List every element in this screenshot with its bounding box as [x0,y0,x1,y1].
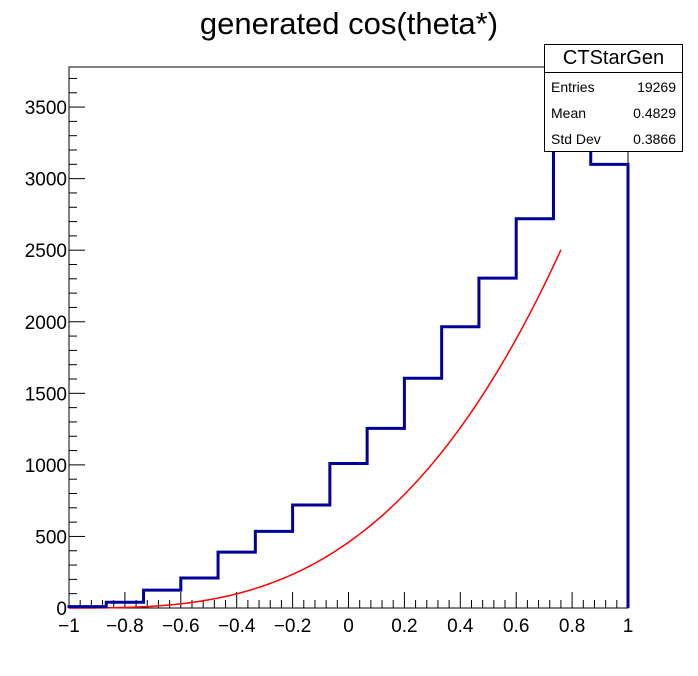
x-tick-label: 1 [623,616,634,637]
stats-value: 0.3866 [633,131,676,147]
y-tick-label: 2500 [25,241,67,262]
y-tick-label: 0 [56,599,67,620]
x-tick-labels: −1 −0.8 −0.6 −0.4 −0.2 0 0.2 0.4 0.6 0.8 1 [58,616,633,637]
stats-row-stddev: Std Dev 0.3866 [545,125,682,151]
histogram-bin [367,428,404,608]
y-tick-label: 1000 [25,456,67,477]
histogram-outline [67,65,630,609]
x-tick-label: −0.4 [218,616,256,637]
x-tick-label: −0.2 [274,616,312,637]
fit-line [69,249,562,609]
histogram-bin [404,378,441,608]
stats-label: Std Dev [551,131,601,147]
y-tick-labels: 0 500 1000 1500 2000 2500 3000 3500 [25,98,67,620]
stats-box: CTStarGen Entries 19269 Mean 0.4829 Std … [544,44,683,152]
histogram-bin [442,327,479,608]
histogram [67,65,630,609]
histogram-bin [479,278,516,608]
stats-value: 19269 [637,79,676,95]
stats-label: Entries [551,79,595,95]
y-tick-label: 2000 [25,313,67,334]
stats-row-mean: Mean 0.4829 [545,99,682,125]
histogram-bin [330,463,367,608]
stats-row-entries: Entries 19269 [545,73,682,99]
y-tick-label: 3000 [25,170,67,191]
histogram-bin [255,531,292,608]
histogram-bin [591,164,628,608]
x-tick-label: 0 [343,616,354,637]
x-tick-label: 0.6 [503,616,529,637]
stats-label: Mean [551,105,587,121]
axis-ticks [68,77,629,609]
histogram-bin [293,505,330,608]
x-tick-label: −0.6 [162,616,200,637]
x-tick-label: −1 [58,616,80,637]
stats-name: CTStarGen [545,45,682,73]
y-tick-label: 1500 [25,384,67,405]
x-tick-label: 0.8 [559,616,585,637]
stats-value: 0.4829 [633,105,676,121]
y-tick-label: 500 [35,527,67,548]
x-tick-label: −0.8 [106,616,144,637]
chart-title: generated cos(theta*) [199,6,499,41]
fit-curve [69,249,562,609]
x-tick-label: 0.4 [447,616,474,637]
y-tick-label: 3500 [25,98,67,119]
x-tick-label: 0.2 [391,616,417,637]
